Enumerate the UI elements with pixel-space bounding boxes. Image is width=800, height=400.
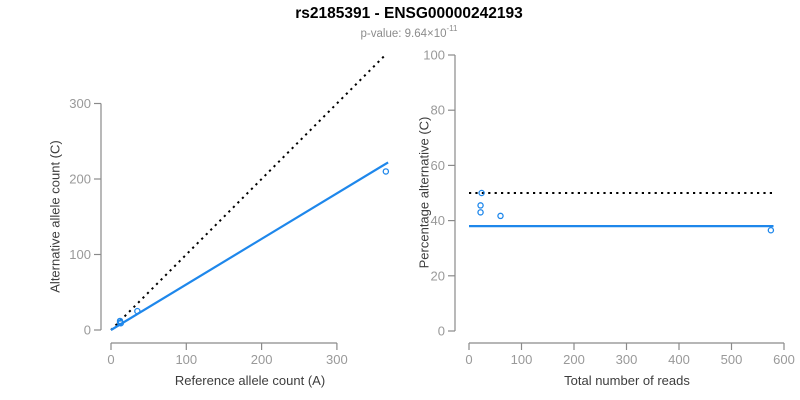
pvalue-subtitle: p-value: 9.64×10-11 [0, 24, 800, 40]
left-xaxis-label: Reference allele count (A) [174, 373, 326, 388]
data-point [767, 227, 775, 234]
y-tick-label: 80 [431, 103, 445, 118]
right-xaxis-label: Total number of reads [564, 373, 690, 388]
left-yaxis-label: Alternative allele count (C) [47, 140, 63, 293]
x-tick-label: 600 [773, 352, 795, 367]
x-tick-label: 300 [326, 352, 348, 367]
data-point [477, 202, 484, 209]
x-tick-label: 100 [511, 352, 533, 367]
right-yaxis-label: Percentage alternative (C) [416, 116, 432, 269]
y-tick-label: 0 [84, 323, 91, 338]
y-tick-label: 100 [69, 247, 91, 262]
data-point [497, 212, 504, 220]
pvalue-exponent: -11 [446, 24, 458, 33]
y-tick-label: 40 [431, 213, 445, 228]
data-point [134, 307, 141, 315]
data-point [117, 319, 125, 327]
x-tick-label: 100 [175, 352, 197, 367]
figure-title: rs2185391 - ENSG00000242193 [295, 5, 523, 22]
line-expected-1to1 [110, 52, 388, 331]
data-point [478, 189, 485, 197]
x-tick-label: 0 [107, 352, 114, 367]
data-point [382, 168, 390, 175]
line-fitted-allelic-ratio [110, 161, 389, 331]
data-point [116, 319, 124, 326]
y-tick-label: 200 [69, 172, 91, 187]
x-tick-label: 200 [563, 352, 585, 367]
y-tick-label: 300 [69, 96, 91, 111]
data-point [477, 209, 484, 216]
y-tick-label: 20 [431, 268, 445, 283]
x-tick-label: 0 [465, 352, 472, 367]
x-tick-label: 200 [251, 352, 273, 367]
x-tick-label: 500 [721, 352, 743, 367]
x-tick-label: 300 [616, 352, 638, 367]
x-tick-label: 400 [668, 352, 690, 367]
y-tick-label: 100 [423, 48, 445, 63]
y-tick-label: 0 [438, 324, 445, 339]
y-tick-label: 60 [431, 158, 445, 173]
pvalue-text: p-value: 9.64×10 [360, 27, 447, 40]
